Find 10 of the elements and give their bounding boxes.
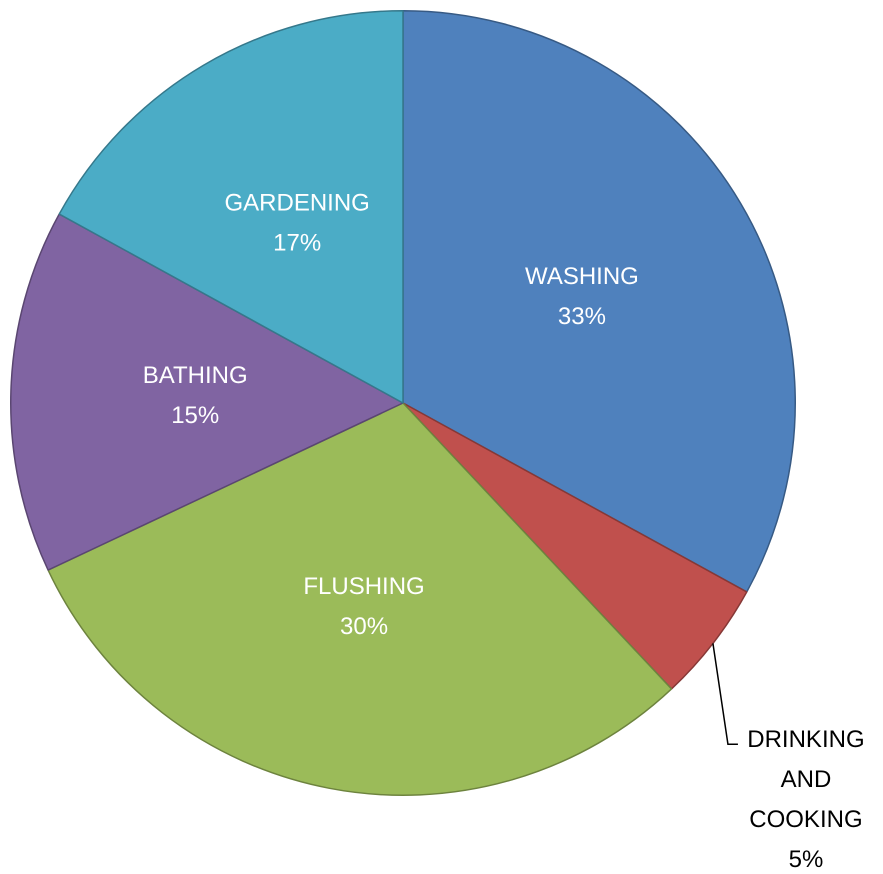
slice-label: FLUSHING xyxy=(303,572,425,600)
slice-label: WASHING xyxy=(525,262,639,290)
data-label: 15% xyxy=(171,402,220,430)
data-label: 33% xyxy=(558,302,606,330)
slice-label: DRINKING AND COOKING xyxy=(747,726,865,833)
data-label: 30% xyxy=(340,612,388,640)
slice-label: BATHING xyxy=(142,362,248,390)
slice-label: GARDENING xyxy=(224,190,370,217)
data-label: 17% xyxy=(273,230,322,257)
data-label: 5% xyxy=(788,846,824,873)
